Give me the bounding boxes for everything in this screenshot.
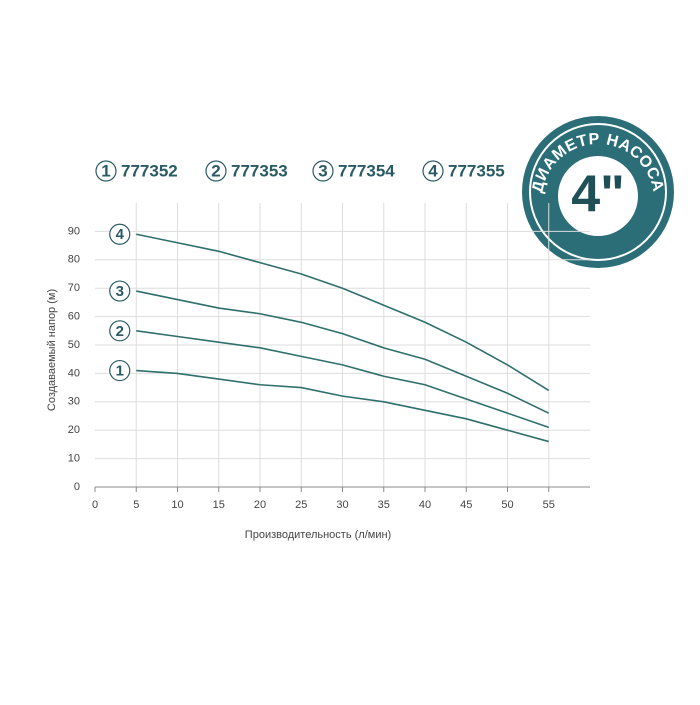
series-line	[136, 369, 549, 443]
curve-label: 4	[116, 226, 125, 243]
badge-inner	[558, 156, 638, 236]
x-tick-label: 55	[543, 499, 555, 511]
badge: ДИАМЕТР НАСОСА 4"	[522, 116, 674, 268]
x-tick-label: 5	[133, 499, 139, 511]
y-tick-label: 60	[68, 311, 80, 323]
curve-label: 1	[116, 363, 124, 380]
series-line	[136, 330, 550, 429]
y-axis-title: Создаваемый напор (м)	[46, 289, 58, 411]
x-tick-label: 10	[171, 499, 183, 511]
legend-circle	[205, 160, 227, 182]
series-line	[136, 233, 550, 392]
curve-label: 3	[116, 283, 124, 300]
legend-number: 2	[211, 161, 220, 180]
y-tick-label: 90	[68, 225, 80, 237]
curve-label-circle	[109, 223, 131, 245]
legend-circle	[95, 160, 117, 182]
badge-size: 4"	[571, 166, 625, 224]
legend-label: 777353	[231, 161, 288, 180]
y-tick-label: 70	[68, 282, 80, 294]
curve-label-circle	[109, 280, 131, 302]
x-tick-label: 30	[336, 499, 348, 511]
curve-label: 2	[116, 323, 124, 340]
x-axis-title: Производительность (л/мин)	[245, 529, 391, 541]
x-tick-label: 25	[295, 499, 307, 511]
legend-circle	[422, 160, 444, 182]
legend-label: 777354	[338, 161, 395, 180]
y-tick-label: 20	[68, 424, 80, 436]
y-tick-label: 40	[68, 367, 80, 379]
legend-number: 3	[318, 161, 327, 180]
curve-label-circle	[109, 320, 131, 342]
legend-label: 777355	[448, 161, 505, 180]
legend-number: 4	[428, 161, 438, 180]
curve-label-circle	[109, 359, 131, 382]
x-tick-label: 35	[378, 499, 390, 511]
y-tick-label: 0	[74, 481, 80, 493]
y-tick-label: 80	[68, 254, 80, 266]
series-line	[136, 290, 550, 414]
x-tick-label: 40	[419, 499, 431, 511]
y-tick-label: 10	[68, 453, 80, 465]
x-tick-label: 50	[501, 499, 513, 511]
x-tick-label: 0	[92, 499, 98, 511]
legend-number: 1	[101, 161, 110, 180]
badge-ring	[529, 123, 667, 261]
x-tick-label: 20	[254, 499, 266, 511]
y-tick-label: 50	[68, 339, 80, 351]
y-tick-label: 30	[68, 396, 80, 408]
legend-circle	[312, 160, 334, 182]
x-tick-label: 15	[213, 499, 225, 511]
x-tick-label: 45	[460, 499, 472, 511]
legend-label: 777352	[121, 161, 178, 180]
